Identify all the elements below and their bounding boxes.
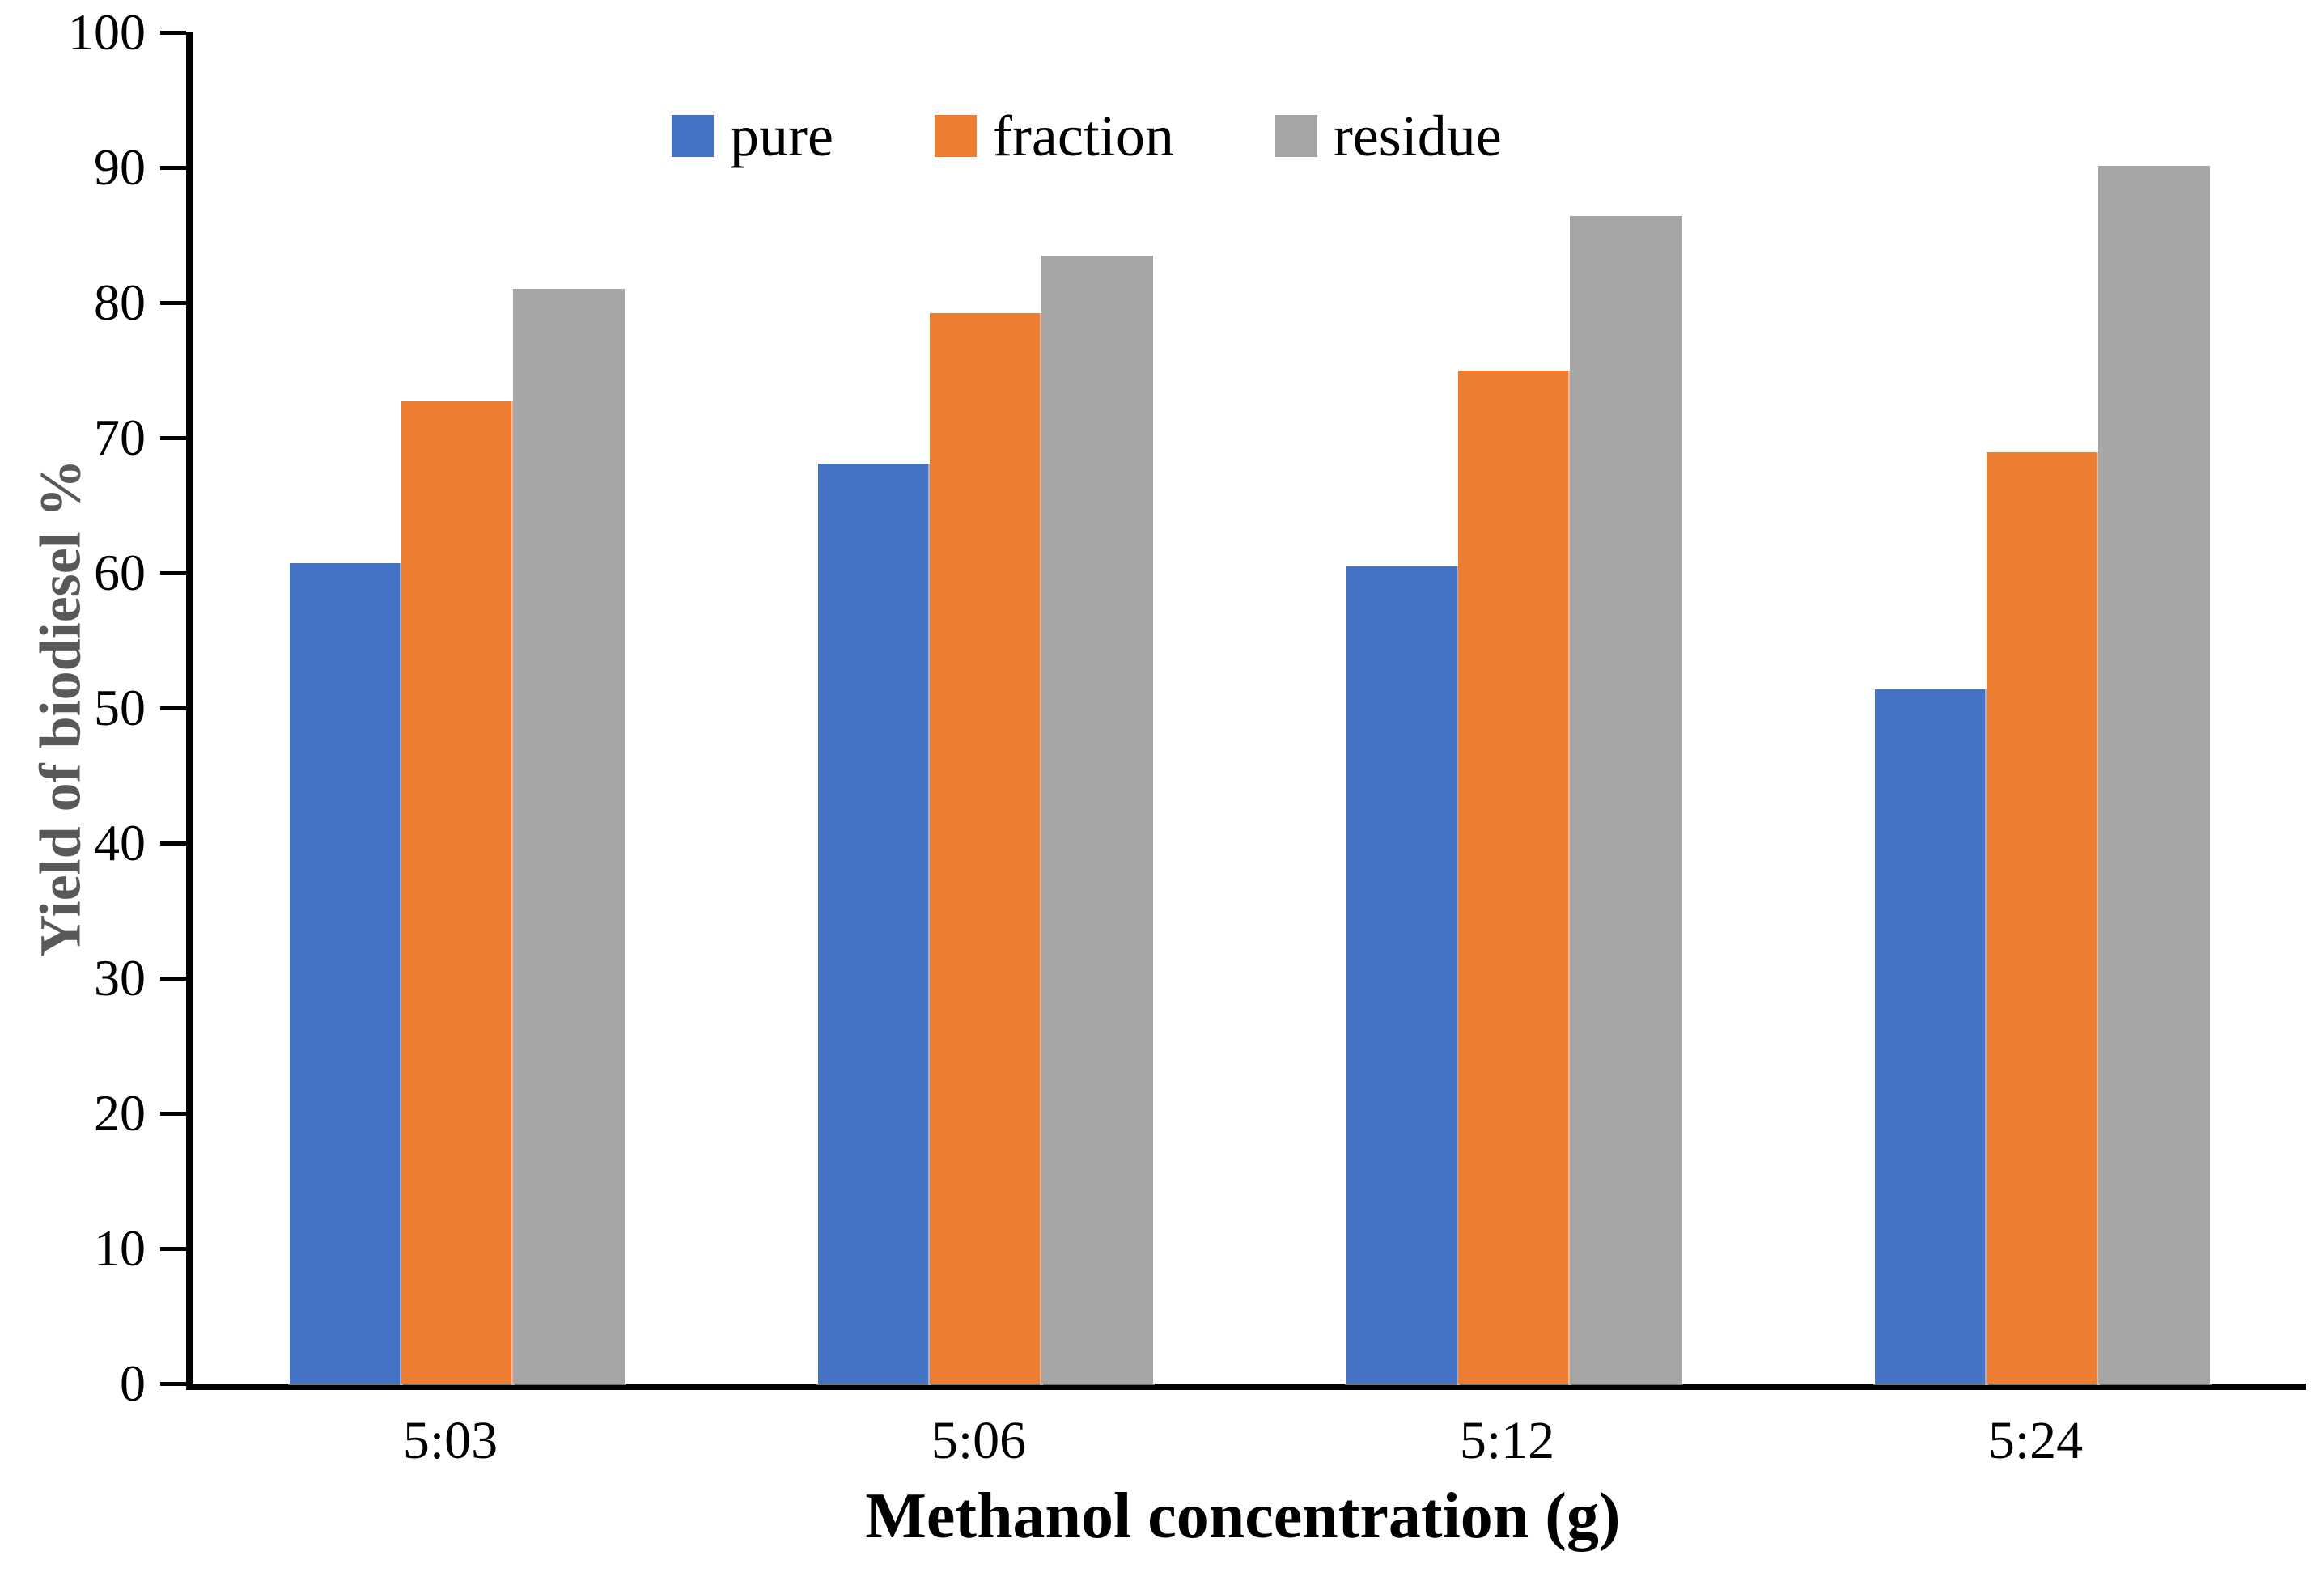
x-tick-label: 5:12 <box>1459 1411 1555 1470</box>
x-tick-labels: 5:03 5:06 5:12 5:24 <box>186 1414 2300 1468</box>
y-tick-label: 10 <box>94 1219 146 1277</box>
legend: pure fraction residue <box>672 107 1502 165</box>
y-tick-mark <box>160 570 186 575</box>
bar-fraction <box>401 401 513 1384</box>
bar-residue <box>512 289 625 1384</box>
legend-swatch-pure <box>672 115 714 157</box>
bar-pure <box>1346 566 1458 1384</box>
bar-fraction <box>1986 452 2098 1384</box>
y-tick-label: 30 <box>94 949 146 1007</box>
x-tick-label: 5:06 <box>931 1411 1027 1470</box>
bar-group <box>1778 32 2306 1384</box>
y-tick-label: 100 <box>68 3 146 61</box>
legend-swatch-residue <box>1274 115 1317 157</box>
legend-label: fraction <box>992 104 1174 168</box>
y-tick-mark <box>160 976 186 981</box>
y-tick-label: 80 <box>94 273 146 331</box>
y-tick-label: 20 <box>94 1084 146 1142</box>
x-axis-title: Methanol concentration (g) <box>865 1481 1621 1552</box>
y-tick-mark <box>160 165 186 170</box>
y-tick-mark <box>160 435 186 440</box>
x-tick-label: 5:03 <box>402 1411 498 1470</box>
y-tick-label: 50 <box>94 679 146 736</box>
bar-groups <box>193 32 2306 1384</box>
y-tick-mark <box>160 30 186 35</box>
y-tick-label: 70 <box>94 409 146 466</box>
bar-residue <box>1569 216 1682 1384</box>
y-tick-label: 60 <box>94 544 146 601</box>
bar-residue <box>1041 255 1153 1384</box>
legend-item-fraction: fraction <box>934 104 1174 168</box>
bar-fraction <box>929 313 1041 1384</box>
bar-group <box>193 32 721 1384</box>
legend-label: residue <box>1333 104 1502 168</box>
bar-residue <box>2097 166 2210 1384</box>
y-tick-label: 0 <box>120 1354 146 1412</box>
legend-item-pure: pure <box>672 107 833 165</box>
y-tick-label: 40 <box>94 814 146 871</box>
plot-area: pure fraction residue 0 10 20 30 40 50 60 70 80 90 1… <box>68 6 2306 1409</box>
y-tick-mark <box>160 841 186 846</box>
bar-pure <box>1874 689 1987 1384</box>
y-tick-mark <box>160 300 186 305</box>
y-tick-mark <box>160 1381 186 1386</box>
bar-fraction <box>1457 370 1570 1384</box>
y-tick-mark <box>160 706 186 710</box>
legend-swatch-fraction <box>934 115 977 157</box>
bar-group <box>721 32 1249 1384</box>
bar-group <box>1249 32 1778 1384</box>
legend-label: pure <box>730 104 833 168</box>
x-tick-label: 5:24 <box>1987 1411 2084 1470</box>
y-tick-mark <box>160 1111 186 1116</box>
y-tick-label: 90 <box>94 138 146 196</box>
y-tick-mark <box>160 1246 186 1251</box>
bar-pure <box>289 563 401 1384</box>
bar-pure <box>817 463 930 1384</box>
legend-item-residue: residue <box>1274 104 1502 168</box>
